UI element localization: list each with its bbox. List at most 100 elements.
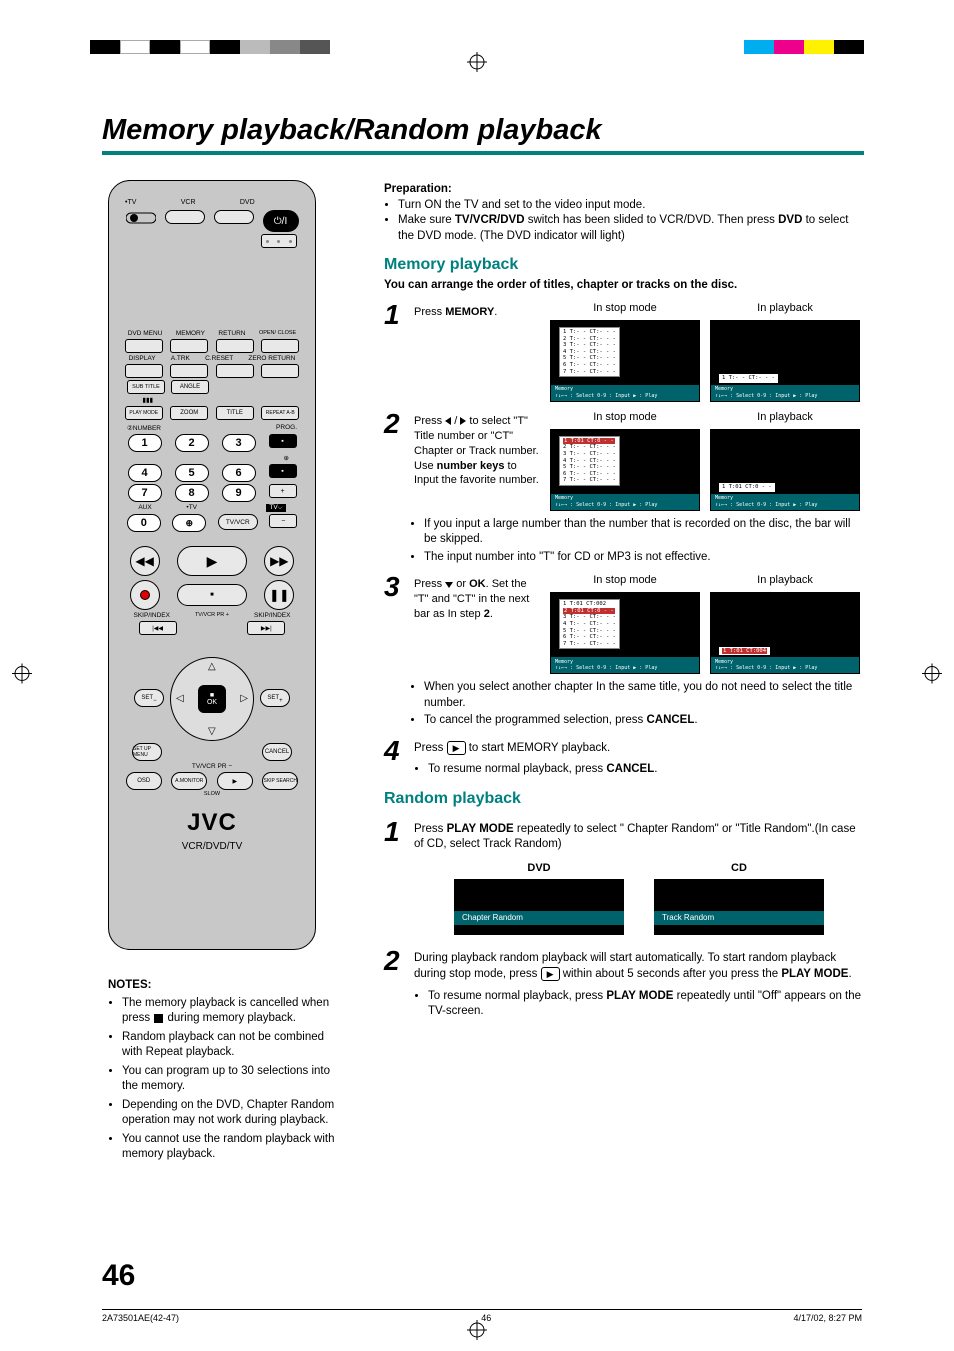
bullet: The input number into "T" for CD or MP3 …	[424, 550, 864, 566]
registration-mark	[467, 52, 487, 77]
tv-screen: Chapter Random	[454, 879, 624, 935]
setupmenu-button: SET UP MENU	[132, 743, 162, 761]
num-8: 8	[175, 484, 209, 502]
registration-right	[922, 663, 942, 688]
ff-button: ▶▶	[264, 546, 294, 576]
bw-bars	[90, 40, 330, 54]
note-item: Depending on the DVD, Chapter Random ope…	[122, 1098, 344, 1129]
slow-button: ▶	[217, 772, 253, 790]
play-icon: ▶	[541, 967, 560, 981]
note-item: You cannot use the random playback with …	[122, 1132, 344, 1163]
tv-screen: 1 T:- - CT:- - -2 T:- - CT:- - -3 T:- - …	[550, 320, 700, 402]
num-6: 6	[222, 464, 256, 482]
step-4: 4 Press ▶ to start MEMORY playback. To r…	[384, 737, 864, 778]
atrk-button	[170, 364, 208, 378]
osd-button: OSD	[126, 772, 162, 790]
num-0: 0	[127, 514, 161, 532]
registration-left	[12, 663, 32, 688]
zoom-button: ZOOM	[170, 406, 208, 420]
note-item: Random playback can not be combined with…	[122, 1030, 344, 1061]
prep-item: Turn ON the TV and set to the video inpu…	[398, 198, 864, 214]
return-button	[216, 339, 254, 353]
prep-heading: Preparation:	[384, 182, 864, 198]
footer-right: 4/17/02, 8:27 PM	[793, 1313, 862, 1323]
title-underline	[102, 151, 864, 155]
play-icon: ▶	[447, 741, 466, 755]
tv-switch-icon	[126, 210, 156, 226]
num-7: 7	[128, 484, 162, 502]
stop-icon	[154, 1014, 163, 1023]
angle-button: ANGLE	[171, 380, 209, 394]
dvd-button	[214, 210, 254, 224]
playmode-button: PLAY MODE	[125, 406, 163, 420]
bullet: To cancel the programmed selection, pres…	[424, 713, 864, 729]
page-number: 46	[102, 1259, 135, 1293]
subtitle-button: SUB TITLE	[127, 380, 165, 394]
vcr-button	[165, 210, 205, 224]
skipback-button: |◀◀	[139, 621, 177, 635]
note-item: You can program up to 30 selections into…	[122, 1064, 344, 1095]
stop-button: ■	[177, 584, 247, 606]
color-bars	[744, 40, 864, 54]
set-plus: SET+	[260, 689, 290, 707]
cancel-button: CANCEL	[262, 743, 292, 761]
page-title: Memory playback/Random playback	[102, 114, 864, 151]
jvc-logo: JVC	[121, 809, 303, 837]
content-column: Preparation: Turn ON the TV and set to t…	[384, 182, 864, 1020]
plus-button: +	[269, 484, 297, 498]
led-indicator	[261, 234, 297, 248]
registration-bottom	[467, 1320, 487, 1345]
notes-heading: NOTES:	[108, 978, 344, 994]
num-9: 9	[222, 484, 256, 502]
tv-screen: Track Random	[654, 879, 824, 935]
vcr-label: VCR	[181, 199, 196, 206]
openclose-button	[261, 339, 299, 353]
display-button	[125, 364, 163, 378]
num-5: 5	[175, 464, 209, 482]
note-item: The memory playback is cancelled when pr…	[122, 996, 344, 1027]
prep-item: Make sure TV/VCR/DVD switch has been sli…	[398, 213, 864, 244]
dvdmenu-button	[125, 339, 163, 353]
tv-label: TV	[127, 199, 136, 206]
title-button: TITLE	[216, 406, 254, 420]
remote-control: •TV VCR DVD ⏻/I DVD MENUMEMORYRETURNOPEN…	[108, 180, 316, 950]
bullet: If you input a large number than the num…	[424, 517, 864, 548]
remote-subtitle: VCR/DVD/TV	[121, 841, 303, 852]
ok-button: ■OK	[198, 685, 226, 713]
minus-button: −	[269, 514, 297, 528]
print-marks	[0, 42, 954, 72]
input-button: ⊕	[172, 514, 206, 532]
dpad: SET− SET+ SET UP MENU CANCEL △ ▽ ◁ ▷ ■OK	[152, 639, 272, 759]
step-2: 2 Press / to select "T" Title number or …	[384, 410, 864, 511]
footer-left: 2A73501AE(42-47)	[102, 1313, 179, 1323]
rec-button	[130, 580, 160, 610]
num-1: 1	[128, 434, 162, 452]
tv-screen: 1 T:01 CT:004 Memory↑↓←→ : Select 0-9 : …	[710, 592, 860, 674]
timer-button: ▪	[269, 464, 297, 478]
dvd-label: DVD	[240, 199, 255, 206]
tv-screen: 1 T:- - CT:- - - Memory↑↓←→ : Select 0-9…	[710, 320, 860, 402]
num-2: 2	[175, 434, 209, 452]
random-step-2: 2 During playback random playback will s…	[384, 947, 864, 1019]
memory-sub: You can arrange the order of titles, cha…	[384, 278, 864, 294]
step-1: 1 Press MEMORY. In stop mode 1 T:- - CT:…	[384, 301, 864, 402]
down-arrow-icon	[445, 582, 453, 588]
tv-screen: 1 T:01 CT:0 - - Memory↑↓←→ : Select 0-9 …	[710, 429, 860, 511]
rewind-button: ◀◀	[130, 546, 160, 576]
play-button: ▶	[177, 546, 247, 576]
bullet: When you select another chapter In the s…	[424, 680, 864, 711]
manual-page: Memory playback/Random playback •TV VCR …	[0, 0, 954, 1351]
zeroreturn-button	[261, 364, 299, 378]
step-3: 3 Press or OK. Set the "T" and "CT" in t…	[384, 573, 864, 674]
num-3: 3	[222, 434, 256, 452]
repeat-button: REPEAT A-B	[261, 406, 299, 420]
memory-button	[170, 339, 208, 353]
page-title-area: Memory playback/Random playback	[102, 114, 864, 155]
prog-button: ▪	[269, 434, 297, 448]
memory-heading: Memory playback	[384, 254, 864, 276]
skipfwd-button: ▶▶|	[247, 621, 285, 635]
amonitor-button: A.MONITOR	[171, 772, 207, 790]
tv-screen: 1 T:01 CT:0 - - 2 T:- - CT:- - -3 T:- - …	[550, 429, 700, 511]
power-button: ⏻/I	[263, 210, 299, 232]
remote-column: •TV VCR DVD ⏻/I DVD MENUMEMORYRETURNOPEN…	[108, 180, 354, 1166]
